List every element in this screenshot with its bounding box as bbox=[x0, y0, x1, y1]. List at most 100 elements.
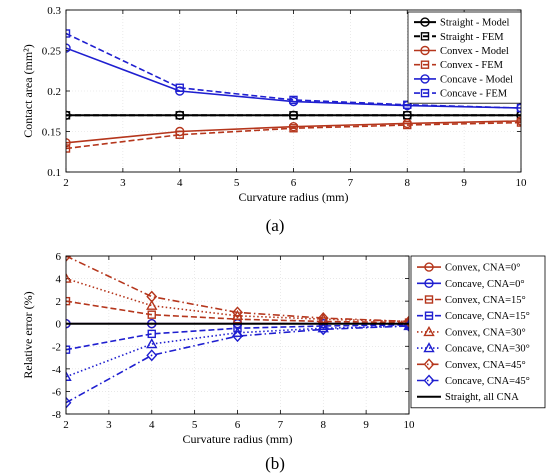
a-ytick-label: 0.25 bbox=[42, 46, 62, 58]
panel-b-label: (b) bbox=[265, 454, 285, 473]
a-ytick-label: 0.3 bbox=[47, 5, 61, 17]
a-series-straight-fem-point bbox=[516, 111, 521, 120]
a-legend-marker bbox=[420, 60, 430, 69]
a-legend: Straight - Model Straight - FEM Convex - M… bbox=[407, 11, 522, 104]
a-xtick-label: 5 bbox=[234, 177, 240, 189]
a-series-concave-fem-point bbox=[289, 95, 298, 105]
b-series-convex-cna-15-point bbox=[66, 296, 71, 306]
b-legend-marker bbox=[423, 342, 435, 353]
a-series-concave-fem-point bbox=[516, 103, 521, 113]
b-ytick-label: -4 bbox=[52, 364, 62, 376]
b-axes-frame bbox=[65, 255, 410, 415]
a-series-convex-model-point bbox=[66, 138, 71, 148]
b-series-convex-cna-45-point bbox=[232, 306, 243, 319]
a-legend-marker bbox=[420, 32, 430, 41]
a-legend-marker bbox=[420, 74, 430, 84]
b-legend-marker bbox=[424, 311, 434, 320]
a-series-concave-fem-point bbox=[175, 83, 184, 92]
b-series-convex-cna-30-line bbox=[66, 277, 409, 323]
b-legend-marker bbox=[424, 278, 434, 288]
b-ytick-label: -6 bbox=[52, 386, 62, 398]
a-xtick-label: 7 bbox=[348, 177, 354, 189]
panel-a-label: (a) bbox=[266, 216, 285, 235]
b-series-concave-cna-30-point bbox=[231, 326, 244, 337]
a-series-concave-model-point bbox=[66, 43, 71, 53]
b-xlabel: Curvature radius (mm) bbox=[183, 432, 293, 446]
b-series-concave-cna-45-point bbox=[232, 330, 243, 343]
b-xtick-label: 10 bbox=[404, 419, 416, 431]
b-xtick-label: 3 bbox=[106, 419, 112, 431]
b-xtick-label: 2 bbox=[63, 419, 69, 431]
a-legend-box bbox=[407, 11, 522, 104]
b-series-convex-cna-45-point bbox=[403, 315, 409, 328]
b-series-concave-cna-30-point bbox=[403, 320, 409, 331]
a-legend-label: Concave - FEM bbox=[440, 89, 508, 100]
a-xtick-label: 2 bbox=[63, 177, 69, 189]
a-legend-marker bbox=[420, 45, 430, 56]
a-legend-marker bbox=[420, 17, 430, 27]
b-ytick-label: -2 bbox=[52, 341, 61, 353]
b-ytick-label: 2 bbox=[56, 296, 62, 308]
b-legend: Convex, CNA=0° Concave, CNA=0° Convex, CNA… bbox=[410, 255, 546, 409]
b-series-concave-cna-30-point bbox=[66, 370, 72, 381]
b-series-concave-cna-15-point bbox=[147, 329, 156, 339]
a-series-concave-fem-line bbox=[66, 32, 521, 109]
b-legend-label: Convex, CNA=30° bbox=[445, 327, 526, 338]
a-ylabel: Contact area (mm²) bbox=[21, 44, 35, 138]
a-legend-label: Straight - FEM bbox=[440, 32, 504, 43]
a-series-straight-fem-point bbox=[66, 111, 71, 120]
b-series-concave-cna-45-point bbox=[66, 396, 72, 409]
a-xtick-label: 3 bbox=[120, 177, 126, 189]
a-series-convex-fem-point bbox=[516, 118, 521, 127]
b-series-concave-cna-30-point bbox=[146, 338, 158, 349]
a-series-straight-fem-point bbox=[289, 111, 298, 120]
a-xtick-label: 6 bbox=[291, 177, 297, 189]
a-ytick-label: 0.2 bbox=[47, 86, 61, 98]
b-ylabel: Relative error (%) bbox=[21, 291, 35, 378]
b-legend-label: Concave, CNA=45° bbox=[445, 376, 530, 387]
b-series-concave-cna-45-point bbox=[317, 323, 329, 336]
a-series-convex-fem-point bbox=[403, 120, 412, 130]
b-series-group bbox=[66, 256, 409, 409]
a-series-concave-fem-point bbox=[66, 29, 71, 38]
a-series-convex-model-line bbox=[66, 120, 521, 144]
b-ytick-label: 4 bbox=[56, 274, 62, 286]
a-xtick-label: 4 bbox=[177, 177, 183, 189]
a-ytick-label: 0.15 bbox=[42, 127, 62, 139]
a-legend-label: Convex - Model bbox=[440, 46, 509, 57]
a-xtick-label: 10 bbox=[516, 177, 528, 189]
a-legend-label: Concave - Model bbox=[440, 74, 513, 85]
a-series-straight-fem-point bbox=[175, 111, 184, 120]
a-series-concave-fem-point bbox=[403, 100, 412, 109]
b-series-convex-cna-30-point bbox=[66, 272, 72, 283]
a-xtick-label: 8 bbox=[405, 177, 411, 189]
b-legend-label: Concave, CNA=0° bbox=[445, 279, 525, 290]
b-legend-label: Concave, CNA=15° bbox=[445, 311, 530, 322]
a-series-convex-fem-point bbox=[175, 130, 184, 139]
a-series-convex-fem-line bbox=[66, 121, 521, 150]
b-xtick-label: 5 bbox=[192, 419, 198, 431]
a-legend-label: Convex - FEM bbox=[440, 60, 504, 71]
a-ytick-label: 0.1 bbox=[47, 167, 61, 179]
b-series-convex-cna-15-point bbox=[147, 310, 156, 319]
b-ytick-label: 0 bbox=[56, 319, 62, 331]
b-legend-label: Straight, all CNA bbox=[445, 392, 519, 403]
b-ytick-label: 6 bbox=[56, 251, 62, 263]
a-xtick-label: 9 bbox=[461, 177, 467, 189]
b-series-concave-cna-45-point bbox=[146, 349, 158, 362]
a-legend-marker bbox=[420, 88, 430, 98]
b-legend-marker bbox=[424, 262, 434, 272]
b-xtick-label: 8 bbox=[321, 419, 327, 431]
b-legend-label: Convex, CNA=0° bbox=[445, 263, 520, 274]
b-xtick-label: 9 bbox=[363, 419, 369, 431]
b-legend-label: Concave, CNA=30° bbox=[445, 344, 530, 355]
b-legend-label: Convex, CNA=15° bbox=[445, 295, 526, 306]
b-legend-marker bbox=[423, 374, 435, 387]
a-series-convex-fem-point bbox=[289, 124, 298, 133]
b-series-concave-cna-45-line bbox=[66, 325, 409, 404]
a-series-convex-fem-point bbox=[66, 144, 71, 153]
b-series-convex-cna-45-line bbox=[66, 256, 409, 323]
b-series-convex-cna-45-point bbox=[146, 290, 158, 303]
